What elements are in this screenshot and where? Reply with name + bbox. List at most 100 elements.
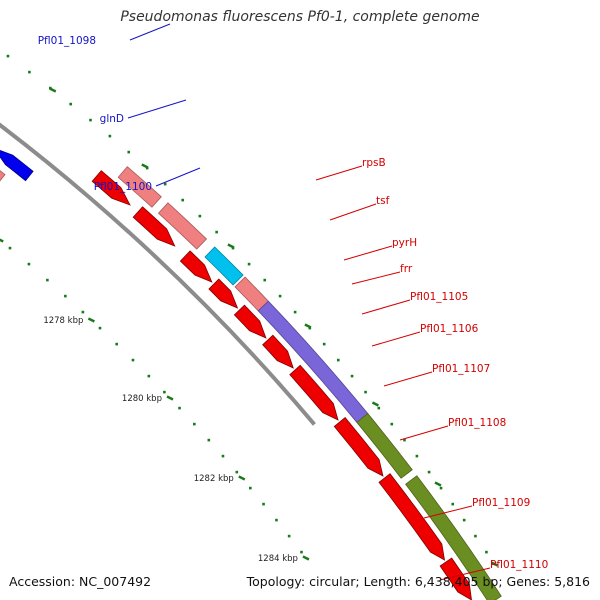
scale-dot <box>300 550 303 554</box>
scale-tick-outer <box>49 87 57 93</box>
scale-dot <box>27 262 31 266</box>
scale-tick-outer <box>227 243 235 249</box>
gene-label-leader <box>423 505 473 519</box>
gene-label[interactable]: Pfl01_1098 <box>38 35 96 47</box>
scale-dot <box>163 390 166 394</box>
scale-dot <box>390 422 394 426</box>
cog-category-track <box>0 166 502 600</box>
gene-arrow-plus <box>179 250 213 283</box>
scale-dot <box>147 374 151 378</box>
scale-dot <box>293 310 297 314</box>
scale-tick-outer <box>304 323 312 329</box>
scale-tick-label: 1284 kbp <box>258 554 298 564</box>
gene-track <box>0 149 472 600</box>
gene-label-leader <box>351 271 401 285</box>
scale-dot <box>403 438 406 442</box>
scale-dot <box>287 534 291 538</box>
scale-dot <box>69 102 72 106</box>
gene-arrow-plus <box>233 304 267 339</box>
cog-block-plus <box>405 475 502 600</box>
scale-dot <box>115 342 118 346</box>
gene-label[interactable]: glnD <box>100 113 124 125</box>
scale-dot <box>193 422 196 426</box>
gene-label[interactable]: Pfl01_1108 <box>448 417 506 429</box>
gene-label[interactable]: Pfl01_1110 <box>490 559 548 571</box>
scale-dot <box>377 406 381 410</box>
scale-tick-label: 1278 kbp <box>43 316 83 326</box>
cog-block-plus <box>257 300 369 424</box>
scale-dot <box>89 118 92 122</box>
gene-label-leader <box>155 167 201 187</box>
scale-tick-outer <box>141 163 149 169</box>
gene-labels: Pfl01_1098 glnD Pfl01_1100 rpsB tsf pyrH frr Pf… <box>38 23 548 581</box>
genome-summary-text: Topology: circular; Length: 6,438,405 bp… <box>246 574 590 589</box>
gene-label[interactable]: Pfl01_1100 <box>94 181 152 193</box>
scale-tick-outer <box>371 401 379 407</box>
gene-label-leader <box>343 245 393 261</box>
gene-label[interactable]: Pfl01_1106 <box>420 323 479 335</box>
gene-label-leader <box>371 331 421 347</box>
scale-dot <box>127 150 131 154</box>
cog-block-plus <box>117 166 162 208</box>
genome-backbone <box>0 122 316 426</box>
scale-dot <box>275 518 278 522</box>
scale-dot <box>249 486 252 490</box>
scale-dot <box>46 278 49 282</box>
gene-arrow-plus <box>208 278 239 309</box>
scale-dot <box>108 134 112 138</box>
scale-dot <box>178 406 181 410</box>
gene-label-leader <box>127 99 187 119</box>
scale-tick <box>238 475 246 481</box>
scale-dot <box>221 454 225 458</box>
scale-tick-label: 1280 kbp <box>122 394 162 404</box>
gene-label-leader <box>361 299 411 315</box>
gene-arrow-plus <box>333 416 384 477</box>
scale-dot <box>485 550 488 554</box>
cog-block-minus <box>0 170 6 182</box>
scale-dot <box>28 70 31 74</box>
gene-label[interactable]: Pfl01_1109 <box>472 497 530 509</box>
gene-label[interactable]: Pfl01_1107 <box>432 363 490 375</box>
gene-label-leader <box>399 425 449 441</box>
scale-dot <box>98 326 102 330</box>
gene-arrow-plus <box>132 206 176 247</box>
scale-dot <box>247 262 251 266</box>
scale-dot <box>439 486 443 490</box>
gene-label[interactable]: pyrH <box>392 237 417 249</box>
cog-block-plus <box>356 412 413 479</box>
scale-tick-label: 1282 kbp <box>194 474 234 484</box>
scale-tick <box>166 395 174 401</box>
genome-title: Pseudomonas fluorescens Pf0-1, complete … <box>120 9 480 25</box>
cog-block-plus <box>204 246 244 286</box>
scale-dot <box>198 214 202 218</box>
gene-label[interactable]: frr <box>400 263 413 275</box>
gene-label-leader <box>383 371 433 387</box>
scale-dots <box>6 54 488 554</box>
accession-text: Accession: NC_007492 <box>9 574 152 589</box>
gene-label[interactable]: tsf <box>376 195 390 207</box>
scale-dot <box>336 358 340 362</box>
scale-dot <box>81 310 85 314</box>
scale-tick-outer <box>490 561 498 567</box>
scale-tick-outer <box>434 481 442 487</box>
gene-arrow-plus <box>378 473 446 561</box>
scale-tick <box>87 317 95 323</box>
gene-arrow-minus <box>0 149 34 182</box>
scale-dot <box>474 534 477 538</box>
scale-dot <box>462 518 466 522</box>
gene-label[interactable]: rpsB <box>362 157 386 169</box>
scale-dot <box>451 502 455 506</box>
scale-tick <box>302 555 310 561</box>
scale-dot <box>181 198 185 202</box>
gene-label-leader <box>329 203 377 221</box>
scale-dot <box>215 230 218 234</box>
gene-arrow-plus <box>91 170 131 206</box>
gene-arrow-plus <box>262 334 294 369</box>
gene-label[interactable]: Pfl01_1105 <box>410 291 468 303</box>
gene-label-leader <box>315 165 363 181</box>
scale-dot <box>322 342 326 346</box>
scale-dot <box>427 470 431 474</box>
scale-dot <box>131 358 135 362</box>
